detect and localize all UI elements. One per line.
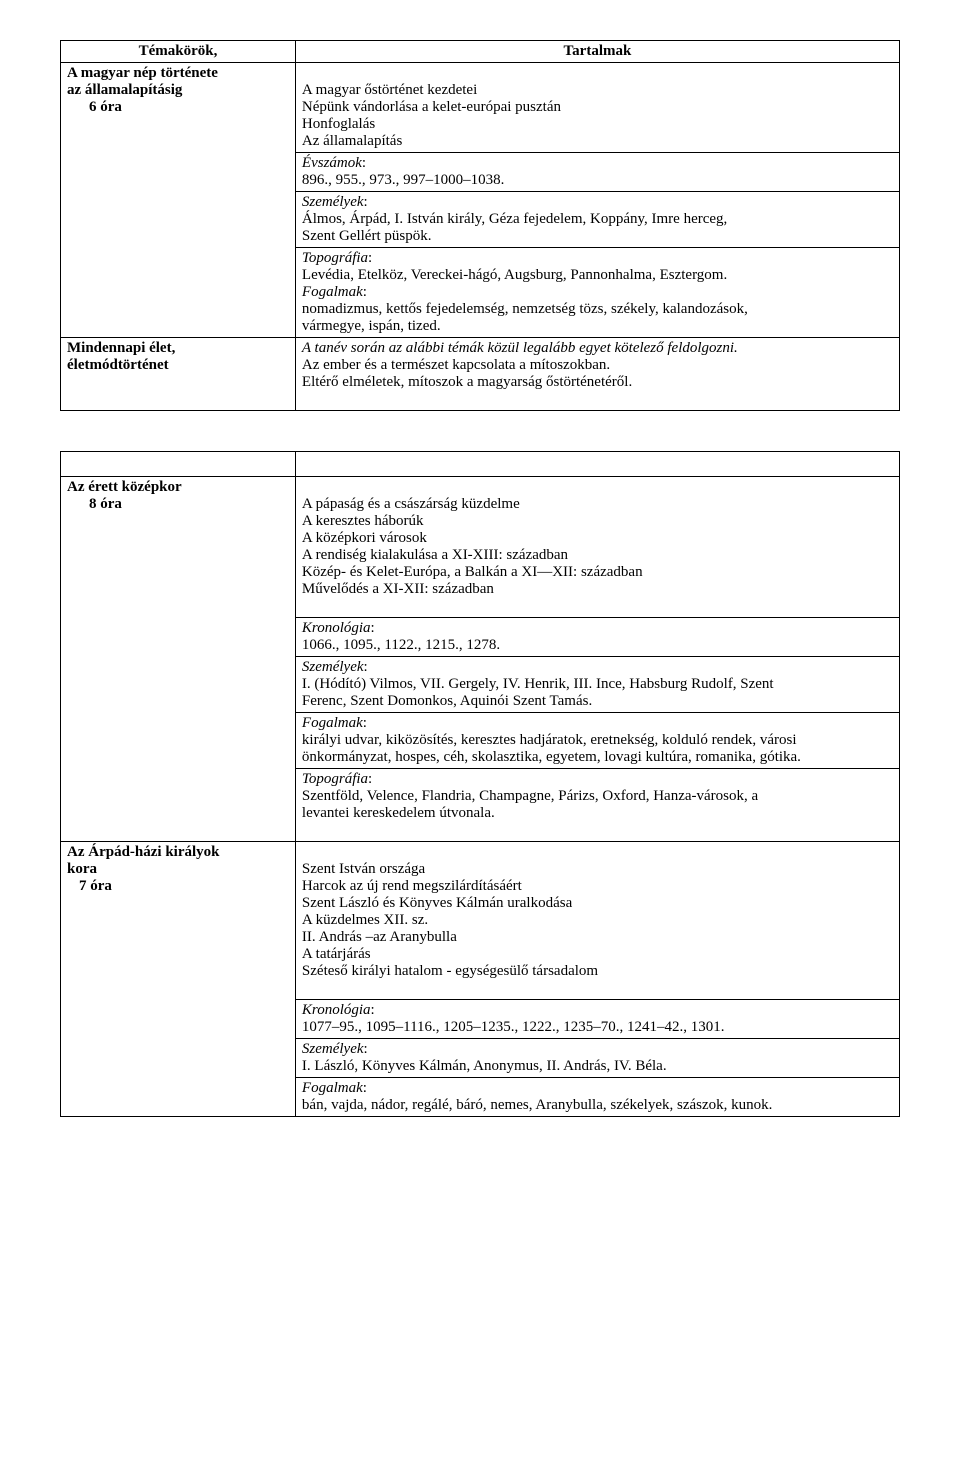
content-line: Közép- és Kelet-Európa, a Balkán a XI—XI… [302,564,643,580]
chronology-label: Kronológia [302,620,371,636]
content-cell: Személyek: I. László, Könyves Kálmán, An… [295,1039,899,1078]
terms-label: Fogalmak [302,284,363,300]
topic-hours: 6 óra [67,99,289,116]
content-cell: Kronológia: 1066., 1095., 1122., 1215., … [295,618,899,657]
topic-line: Az Árpád-házi királyok [67,844,220,860]
topic-cell: Az érett középkor 8 óra [61,477,296,842]
content-cell: A magyar őstörténet kezdetei Népünk vánd… [295,63,899,153]
topic-line: életmódtörténet [67,357,169,373]
content-line: Művelődés a XI-XII: században [302,581,494,597]
persons-label: Személyek [302,194,364,210]
topic-line: Az érett középkor [67,479,182,495]
chronology-value: 1066., 1095., 1122., 1215., 1278. [302,637,500,653]
terms-label: Fogalmak [302,1080,363,1096]
topic-line: Mindennapi élet, [67,340,175,356]
persons-value: Szent Gellért püspök. [302,228,432,244]
persons-value: I. László, Könyves Kálmán, Anonymus, II.… [302,1058,667,1074]
content-line: A pápaság és a császárság küzdelme [302,496,520,512]
chronology-value: 1077–95., 1095–1116., 1205–1235., 1222.,… [302,1019,725,1035]
content-cell: Szent István országa Harcok az új rend m… [295,842,899,1000]
topography-value: Szentföld, Velence, Flandria, Champagne,… [302,788,758,804]
content-line: Népünk vándorlása a kelet-európai pusztá… [302,99,561,115]
topic-cell: Mindennapi élet, életmódtörténet [61,338,296,411]
topic-hours: 7 óra [67,878,289,895]
content-cell: A tanév során az alábbi témák közül lega… [295,338,899,411]
content-cell: Személyek: Álmos, Árpád, I. István királ… [295,192,899,248]
content-line: Az ember és a természet kapcsolata a mít… [302,357,610,373]
content-line: A tanév során az alábbi témák közül lega… [302,340,738,356]
content-cell: Évszámok: 896., 955., 973., 997–1000–103… [295,153,899,192]
content-cell: Fogalmak: királyi udvar, kiközösítés, ke… [295,713,899,769]
terms-value: vármegye, ispán, tized. [302,318,441,334]
topography-label: Topográfia [302,771,368,787]
content-line: A tatárjárás [302,946,371,962]
persons-label: Személyek [302,659,364,675]
topography-value: levantei kereskedelem útvonala. [302,805,495,821]
header-topics: Témakörök, [61,41,296,63]
content-line: Harcok az új rend megszilárdításáért [302,878,522,894]
content-line: Szent László és Könyves Kálmán uralkodás… [302,895,572,911]
content-line: Az államalapítás [302,133,402,149]
persons-label: Személyek [302,1041,364,1057]
years-label: Évszámok [302,155,362,171]
content-line: Honfoglalás [302,116,375,132]
empty-cell [61,452,296,477]
empty-cell [295,452,899,477]
years-value: 896., 955., 973., 997–1000–1038. [302,172,505,188]
topic-line: kora [67,861,97,877]
content-line: Szent István országa [302,861,425,877]
topic-line: A magyar nép története [67,65,218,81]
content-cell: Kronológia: 1077–95., 1095–1116., 1205–1… [295,1000,899,1039]
content-cell: Fogalmak: bán, vajda, nádor, regálé, bár… [295,1078,899,1117]
topic-cell: A magyar nép története az államalapítási… [61,63,296,338]
content-cell: A pápaság és a császárság küzdelme A ker… [295,477,899,618]
terms-value: királyi udvar, kiközösítés, keresztes ha… [302,732,797,748]
curriculum-table-2: Az érett középkor 8 óra A pápaság és a c… [60,451,900,1117]
curriculum-table-1: Témakörök, Tartalmak A magyar nép történ… [60,40,900,411]
topography-value: Levédia, Etelköz, Vereckei-hágó, Augsbur… [302,267,727,283]
content-line: A középkori városok [302,530,427,546]
content-line: A küzdelmes XII. sz. [302,912,428,928]
content-line: Széteső királyi hatalom - egységesülő tá… [302,963,598,979]
topic-cell: Az Árpád-házi királyok kora 7 óra [61,842,296,1117]
content-cell: Személyek: I. (Hódító) Vilmos, VII. Gerg… [295,657,899,713]
persons-value: I. (Hódító) Vilmos, VII. Gergely, IV. He… [302,676,774,692]
content-line: A keresztes háborúk [302,513,424,529]
topic-hours: 8 óra [67,496,289,513]
terms-label: Fogalmak [302,715,363,731]
persons-value: Álmos, Árpád, I. István király, Géza fej… [302,211,727,227]
content-cell: Topográfia: Szentföld, Velence, Flandria… [295,769,899,842]
topic-line: az államalapításig [67,82,182,98]
content-line: A rendiség kialakulása a XI-XIII: század… [302,547,568,563]
terms-value: önkormányzat, hospes, céh, skolasztika, … [302,749,801,765]
persons-value: Ferenc, Szent Domonkos, Aquinói Szent Ta… [302,693,592,709]
terms-value: nomadizmus, kettős fejedelemség, nemzets… [302,301,748,317]
content-line: Eltérő elméletek, mítoszok a magyarság ő… [302,374,632,390]
content-line: II. András –az Aranybulla [302,929,457,945]
topography-label: Topográfia [302,250,368,266]
content-line: A magyar őstörténet kezdetei [302,82,477,98]
content-cell: Topográfia: Levédia, Etelköz, Vereckei-h… [295,248,899,338]
header-contents: Tartalmak [295,41,899,63]
terms-value: bán, vajda, nádor, regálé, báró, nemes, … [302,1097,773,1113]
chronology-label: Kronológia [302,1002,371,1018]
